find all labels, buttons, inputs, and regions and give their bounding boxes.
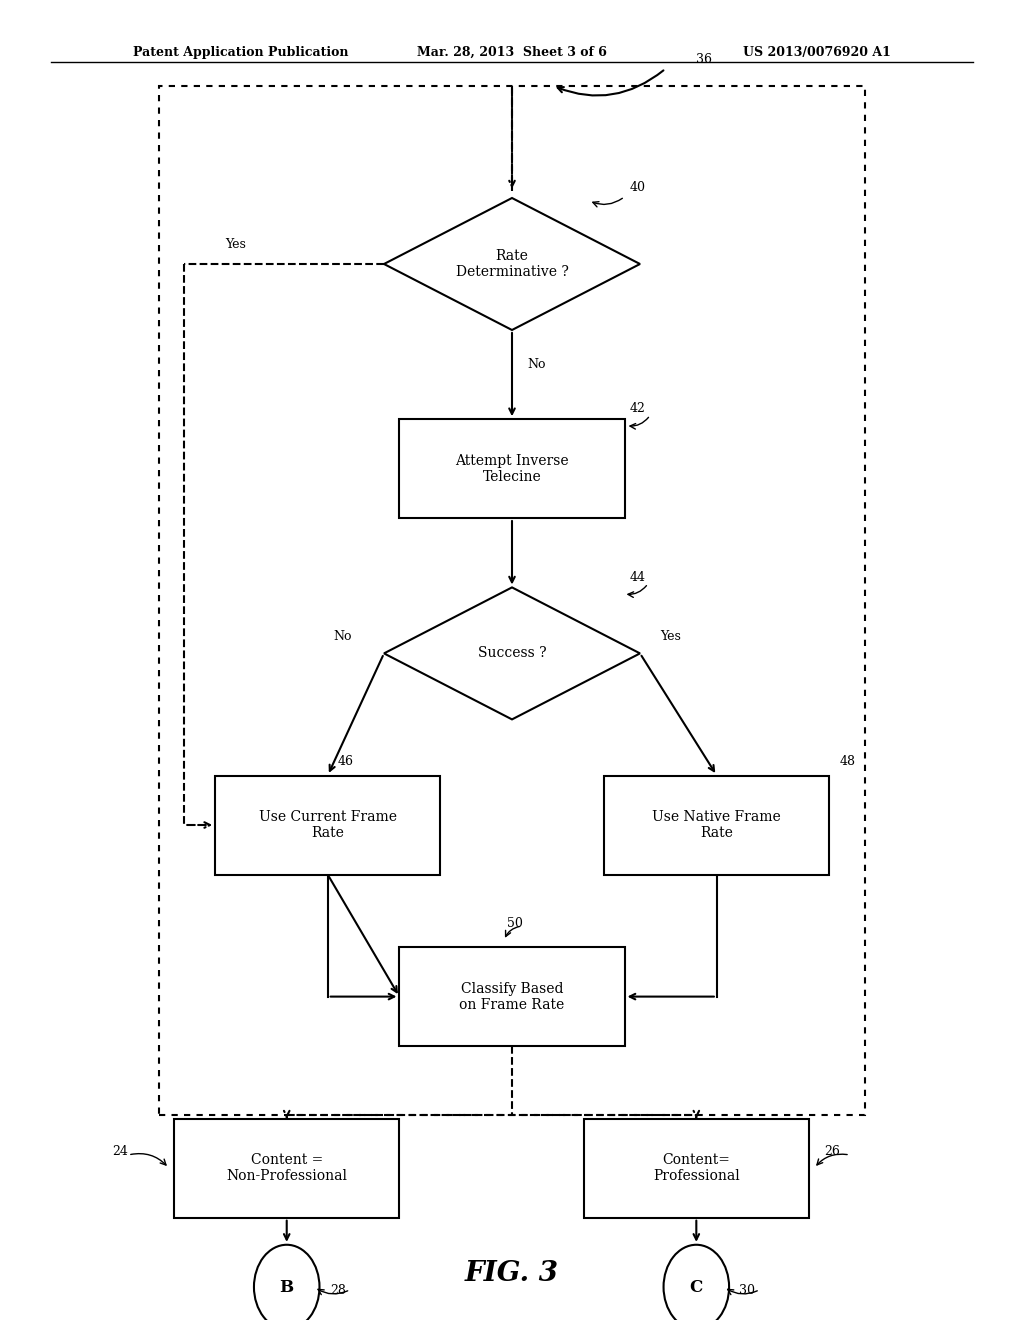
FancyBboxPatch shape <box>604 776 829 874</box>
Text: 50: 50 <box>507 917 523 931</box>
Text: Yes: Yes <box>225 238 246 251</box>
Text: Use Native Frame
Rate: Use Native Frame Rate <box>652 810 781 840</box>
Text: FIG. 3: FIG. 3 <box>465 1261 559 1287</box>
Text: 48: 48 <box>840 755 856 768</box>
Text: Use Current Frame
Rate: Use Current Frame Rate <box>259 810 396 840</box>
Text: 24: 24 <box>113 1144 129 1158</box>
Text: Success ?: Success ? <box>477 647 547 660</box>
Text: 30: 30 <box>739 1283 756 1296</box>
Text: C: C <box>690 1279 702 1295</box>
Text: Attempt Inverse
Telecine: Attempt Inverse Telecine <box>456 454 568 483</box>
Text: 46: 46 <box>338 755 354 768</box>
Circle shape <box>254 1245 319 1320</box>
Polygon shape <box>384 198 640 330</box>
Text: Patent Application Publication: Patent Application Publication <box>133 46 348 59</box>
Text: 40: 40 <box>630 181 646 194</box>
Polygon shape <box>384 587 640 719</box>
Text: No: No <box>527 358 546 371</box>
Text: B: B <box>280 1279 294 1295</box>
Text: 42: 42 <box>630 403 646 416</box>
FancyBboxPatch shape <box>399 948 625 1045</box>
Text: Rate
Determinative ?: Rate Determinative ? <box>456 249 568 279</box>
Text: No: No <box>334 630 352 643</box>
Text: Mar. 28, 2013  Sheet 3 of 6: Mar. 28, 2013 Sheet 3 of 6 <box>417 46 607 59</box>
Circle shape <box>664 1245 729 1320</box>
Text: 36: 36 <box>696 53 713 66</box>
Text: Content=
Professional: Content= Professional <box>653 1154 739 1183</box>
Text: Classify Based
on Frame Rate: Classify Based on Frame Rate <box>460 982 564 1011</box>
Text: Yes: Yes <box>660 630 681 643</box>
Text: US 2013/0076920 A1: US 2013/0076920 A1 <box>743 46 891 59</box>
FancyBboxPatch shape <box>174 1118 399 1217</box>
FancyBboxPatch shape <box>215 776 440 874</box>
Text: 44: 44 <box>630 570 646 583</box>
FancyBboxPatch shape <box>584 1118 809 1217</box>
FancyBboxPatch shape <box>399 420 625 517</box>
Text: 28: 28 <box>330 1283 346 1296</box>
Text: Content =
Non-Professional: Content = Non-Professional <box>226 1154 347 1183</box>
Text: 26: 26 <box>824 1144 841 1158</box>
